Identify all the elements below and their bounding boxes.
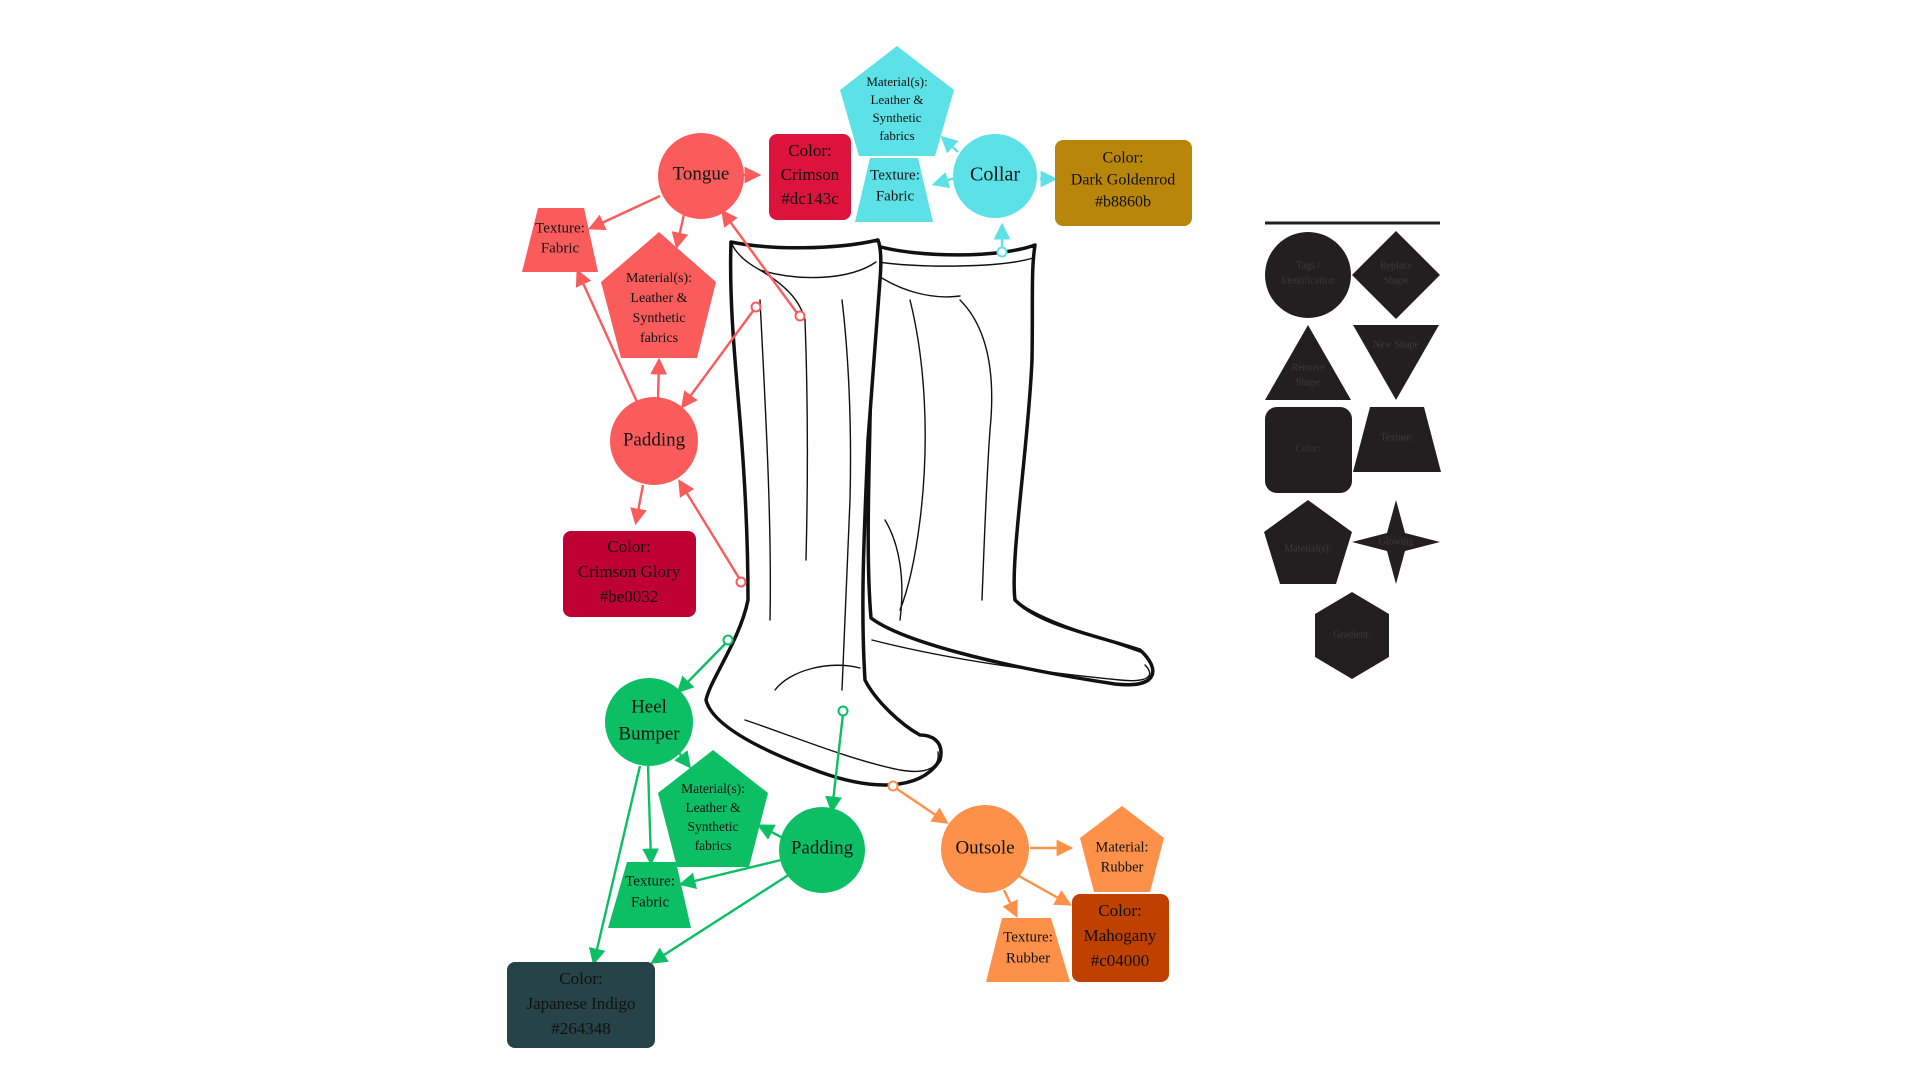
collar-material-line2: Leather & — [870, 92, 923, 107]
heel-bumper-label-line1: Heel — [631, 696, 667, 717]
tongue-group: Tongue Texture: Fabric Material(s): Leat… — [522, 133, 851, 358]
padding-color-line3: #be0032 — [600, 587, 659, 606]
boots-illustration — [704, 238, 1155, 787]
legend: Tags / Identification Replace Shape Remo… — [1264, 221, 1441, 679]
legend-material-shape — [1264, 500, 1352, 584]
collar-texture-tag — [855, 158, 933, 222]
heel-material-line1: Material(s): — [681, 781, 745, 796]
heel-material-line2: Leather & — [685, 800, 741, 815]
outsole-color-line3: #c04000 — [1091, 951, 1150, 970]
legend-tags-line1: Tags / — [1296, 260, 1320, 271]
collar-texture-line1: Texture: — [870, 167, 920, 183]
left-boot — [704, 238, 943, 787]
legend-glowing-label: Glowing — [1379, 536, 1414, 547]
outsole-color-line2: Mahogany — [1084, 926, 1157, 945]
collar-group: Material(s): Leather & Synthetic fabrics… — [840, 46, 1192, 226]
right-boot — [866, 243, 1155, 687]
legend-glowing-shape — [1352, 500, 1440, 584]
padding-top-node — [610, 397, 698, 485]
legend-color-label: Color: — [1295, 443, 1321, 454]
heel-bumper-node — [605, 678, 693, 766]
collar-color-line1: Color: — [1103, 150, 1144, 167]
heel-bumper-label-line2: Bumper — [618, 723, 680, 744]
legend-new-shape — [1353, 325, 1439, 400]
tongue-material-line2: Leather & — [630, 291, 687, 306]
tongue-color-line3: #dc143c — [781, 189, 839, 208]
legend-remove-line1: Remove — [1291, 362, 1325, 373]
outsole-material-line2: Rubber — [1101, 859, 1144, 875]
collar-color-tag — [1055, 140, 1192, 226]
tongue-texture-tag — [522, 208, 598, 272]
heel-color-tag — [507, 962, 655, 1048]
collar-material-line3: Synthetic — [872, 110, 921, 125]
legend-replace-line1: Replace — [1380, 260, 1413, 271]
collar-material-tag — [840, 46, 954, 156]
outsole-label: Outsole — [955, 837, 1014, 858]
tongue-material-line4: fabrics — [640, 331, 678, 346]
tongue-color-line1: Color: — [788, 141, 831, 160]
outsole-material-tag — [1080, 806, 1164, 892]
legend-gradient-label: Gradient: — [1333, 629, 1371, 640]
legend-replace-shape — [1352, 231, 1440, 319]
tongue-color-line2: Crimson — [781, 165, 840, 184]
collar-label: Collar — [970, 164, 1020, 186]
legend-remove-shape — [1265, 325, 1351, 400]
legend-material-label: Material(s): — [1284, 543, 1331, 554]
padding-top-group: Padding Color: Crimson Glory #be0032 — [563, 397, 698, 617]
legend-gradient-shape — [1315, 592, 1389, 679]
outsole-node — [941, 805, 1029, 893]
legend-texture-shape — [1353, 407, 1441, 472]
padding-color-line2: Crimson Glory — [578, 562, 681, 581]
legend-tags-shape — [1265, 232, 1351, 318]
collar-color-line2: Dark Goldenrod — [1071, 172, 1175, 189]
padding-color-tag — [563, 531, 696, 617]
heel-color-line3: #264348 — [551, 1019, 611, 1038]
outsole-texture-line1: Texture: — [1003, 929, 1053, 945]
heel-texture-tag — [608, 862, 691, 928]
legend-replace-line2: Shape — [1384, 275, 1409, 286]
legend-color-shape — [1265, 407, 1352, 493]
tongue-texture-line1: Texture: — [535, 220, 585, 236]
heel-material-line4: fabrics — [695, 838, 732, 853]
heel-material-line3: Synthetic — [688, 819, 739, 834]
legend-new-label: New Shape — [1373, 339, 1419, 350]
heel-texture-line2: Fabric — [631, 894, 670, 910]
collar-material-line4: fabrics — [879, 128, 914, 143]
heel-color-line2: Japanese Indigo — [526, 994, 635, 1013]
tongue-label: Tongue — [673, 163, 730, 184]
heel-color-line1: Color: — [559, 969, 602, 988]
outsole-group: Outsole Material: Rubber Texture: Rubber… — [941, 805, 1169, 982]
outsole-color-tag — [1072, 894, 1169, 982]
tongue-node — [658, 133, 744, 219]
heel-texture-line1: Texture: — [625, 873, 675, 889]
padding-bottom-label: Padding — [791, 837, 854, 858]
padding-color-line1: Color: — [607, 537, 650, 556]
heel-material-tag — [658, 750, 768, 867]
tongue-material-line3: Synthetic — [633, 311, 686, 326]
outsole-texture-tag — [986, 918, 1070, 982]
legend-tags-line2: Identification — [1281, 275, 1335, 286]
collar-color-line3: #b8860b — [1095, 194, 1151, 211]
tongue-material-tag — [601, 232, 716, 358]
collar-texture-line2: Fabric — [876, 188, 915, 204]
heel-bumper-group: Heel Bumper Material(s): Leather & Synth… — [507, 678, 768, 1048]
legend-texture-label: Texture: — [1380, 432, 1413, 443]
collar-material-line1: Material(s): — [866, 74, 927, 89]
tongue-color-tag — [769, 134, 851, 220]
outsole-color-line1: Color: — [1098, 901, 1141, 920]
tongue-texture-line2: Fabric — [541, 240, 580, 256]
padding-bottom-node — [779, 807, 865, 893]
collar-node — [953, 134, 1037, 218]
outsole-texture-line2: Rubber — [1006, 950, 1050, 966]
outsole-material-line1: Material: — [1095, 839, 1148, 855]
padding-top-label: Padding — [623, 429, 686, 450]
legend-remove-line2: Shape — [1296, 377, 1321, 388]
padding-bottom-group: Padding — [779, 807, 865, 893]
tongue-material-line1: Material(s): — [626, 271, 692, 286]
